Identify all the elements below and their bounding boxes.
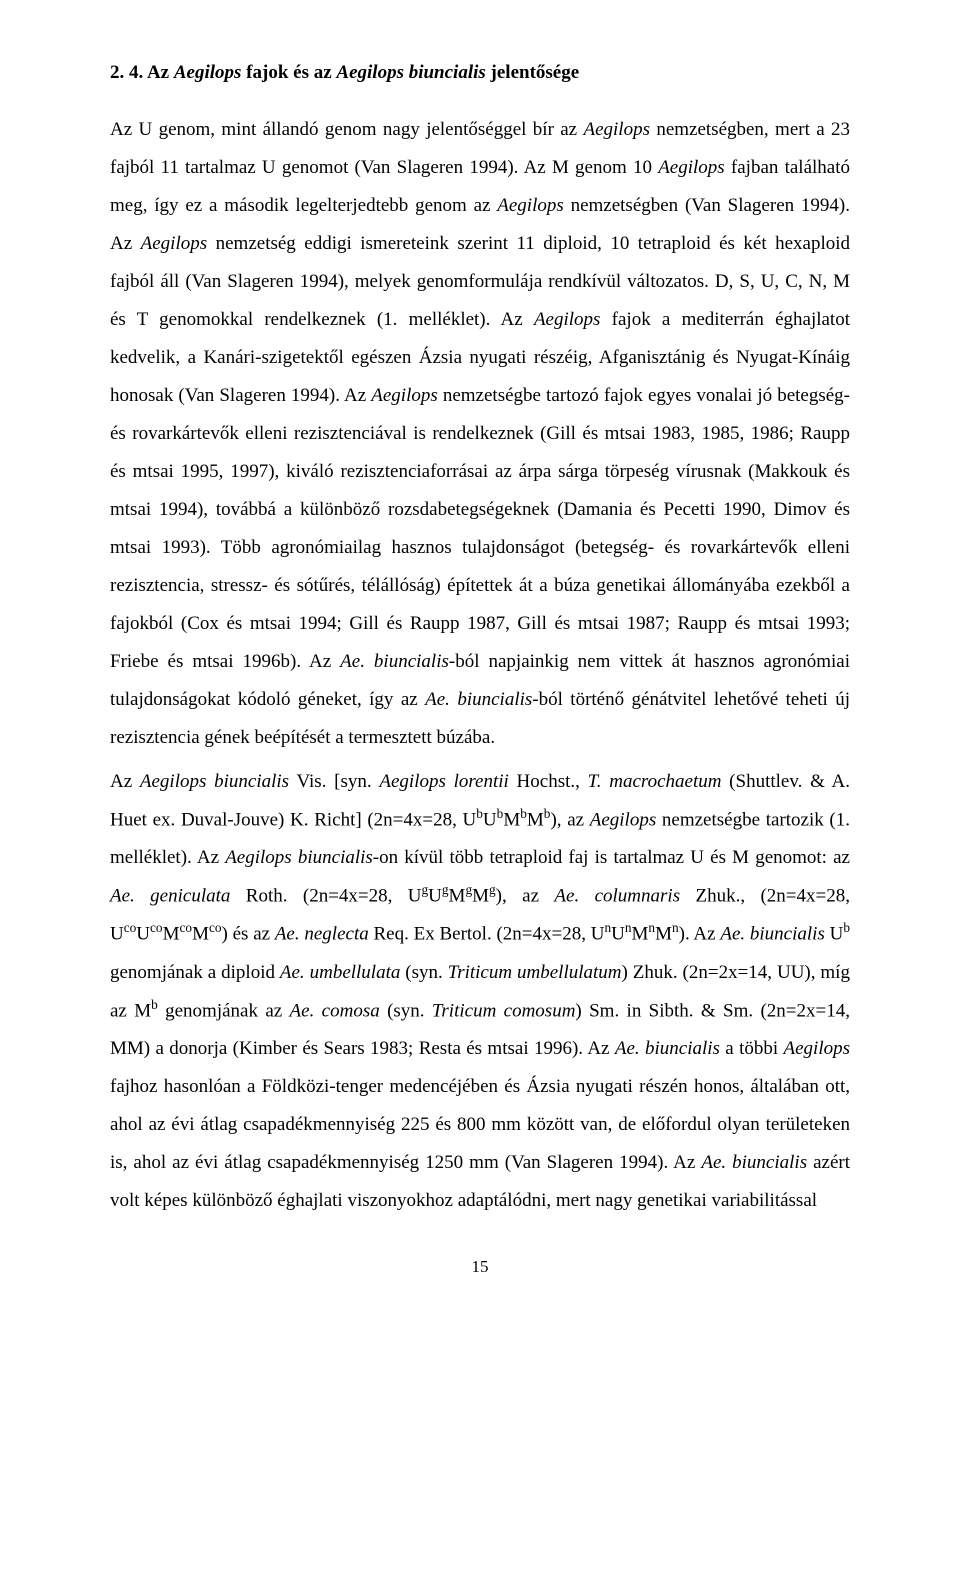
p2-sup: g — [489, 882, 496, 897]
p2-italic: Ae. comosa — [290, 1000, 380, 1021]
heading-italic-2: Aegilops biuncialis — [336, 62, 485, 83]
p2-run: Az — [110, 771, 140, 792]
p2-sup: co — [209, 920, 222, 935]
p2-run: genomjának a diploid — [110, 962, 280, 983]
p2-run: M — [163, 924, 180, 945]
p2-run: M — [449, 885, 466, 906]
paragraph-1: Az U genom, mint állandó genom nagy jele… — [110, 111, 850, 757]
p2-italic: Triticum umbellulatum — [448, 962, 622, 983]
document-page: 2. 4. Az Aegilops fajok és az Aegilops b… — [0, 0, 960, 1574]
p2-italic: Triticum comosum — [432, 1000, 576, 1021]
p2-italic: Ae. biuncialis — [720, 924, 825, 945]
p2-sup: b — [476, 806, 483, 821]
p2-run: (syn. — [380, 1000, 432, 1021]
p2-run: M — [503, 809, 520, 830]
p2-sup: co — [180, 920, 193, 935]
page-number: 15 — [110, 1250, 850, 1284]
p2-run: U — [825, 924, 843, 945]
p2-sup: co — [150, 920, 163, 935]
p2-italic: Ae. biuncialis — [701, 1152, 807, 1173]
p2-italic: Aegilops — [784, 1038, 851, 1059]
p2-run: ) és az — [222, 924, 275, 945]
p2-sup: n — [672, 920, 679, 935]
p2-run: M — [655, 924, 672, 945]
p2-italic: T. macrochaetum — [588, 771, 722, 792]
p2-run: U — [428, 885, 442, 906]
p2-italic: Ae. columnaris — [554, 885, 680, 906]
p2-sup: co — [124, 920, 137, 935]
p2-run: M — [527, 809, 544, 830]
paragraph-2: Az Aegilops biuncialis Vis. [syn. Aegilo… — [110, 763, 850, 1220]
p2-run: U — [483, 809, 497, 830]
p2-italic: Aegilops biuncialis — [140, 771, 289, 792]
p2-italic: Ae. neglecta — [275, 924, 369, 945]
p2-run: Roth. (2n=4x=28, U — [230, 885, 421, 906]
p2-italic: Aegilops biuncialis — [225, 847, 373, 868]
p2-run: U — [611, 924, 625, 945]
p2-italic: Aegilops lorentii — [379, 771, 508, 792]
p1-italic: Aegilops — [141, 233, 208, 254]
p2-sup: b — [151, 997, 158, 1012]
p1-italic: Ae. biuncialis — [425, 689, 532, 710]
p2-run: U — [136, 924, 150, 945]
p2-run: ), az — [496, 885, 555, 906]
p1-italic: Aegilops — [534, 309, 601, 330]
p2-run: M — [632, 924, 649, 945]
p1-italic: Aegilops — [371, 385, 438, 406]
p1-run: nemzetségbe tartozó fajok egyes vonalai … — [110, 385, 850, 672]
p2-run: Hochst., — [509, 771, 588, 792]
p2-sup: b — [520, 806, 527, 821]
heading-text-1: Az — [147, 62, 174, 83]
p2-run: Req. Ex Bertol. (2n=4x=28, U — [369, 924, 605, 945]
p2-sup: b — [843, 920, 850, 935]
p2-run: M — [472, 885, 489, 906]
p2-run: M — [192, 924, 209, 945]
heading-text-2: fajok és az — [241, 62, 336, 83]
p2-sup: g — [442, 882, 449, 897]
p2-run: Vis. [syn. — [289, 771, 379, 792]
p2-italic: Ae. biuncialis — [615, 1038, 720, 1059]
p2-sup: n — [625, 920, 632, 935]
p1-run: Az U genom, mint állandó genom nagy jele… — [110, 119, 583, 140]
p1-italic: Aegilops — [583, 119, 650, 140]
heading-number: 2. 4. — [110, 62, 143, 83]
p1-italic: Aegilops — [658, 157, 725, 178]
p2-run: (syn. — [400, 962, 447, 983]
heading-text-3: jelentősége — [486, 62, 579, 83]
p2-run: ), az — [550, 809, 589, 830]
p2-run: genomjának az — [158, 1000, 290, 1021]
p2-italic: Ae. umbellulata — [280, 962, 400, 983]
p1-italic: Aegilops — [497, 195, 564, 216]
section-heading: 2. 4. Az Aegilops fajok és az Aegilops b… — [110, 60, 850, 87]
p2-italic: Ae. geniculata — [110, 885, 230, 906]
p2-run: -on kívül több tetraploid faj is tartalm… — [373, 847, 850, 868]
heading-italic-1: Aegilops — [174, 62, 242, 83]
p2-run: a többi — [720, 1038, 784, 1059]
p1-italic: Ae. biuncialis — [340, 651, 449, 672]
p2-run: ). Az — [679, 924, 721, 945]
p2-italic: Aegilops — [590, 809, 657, 830]
